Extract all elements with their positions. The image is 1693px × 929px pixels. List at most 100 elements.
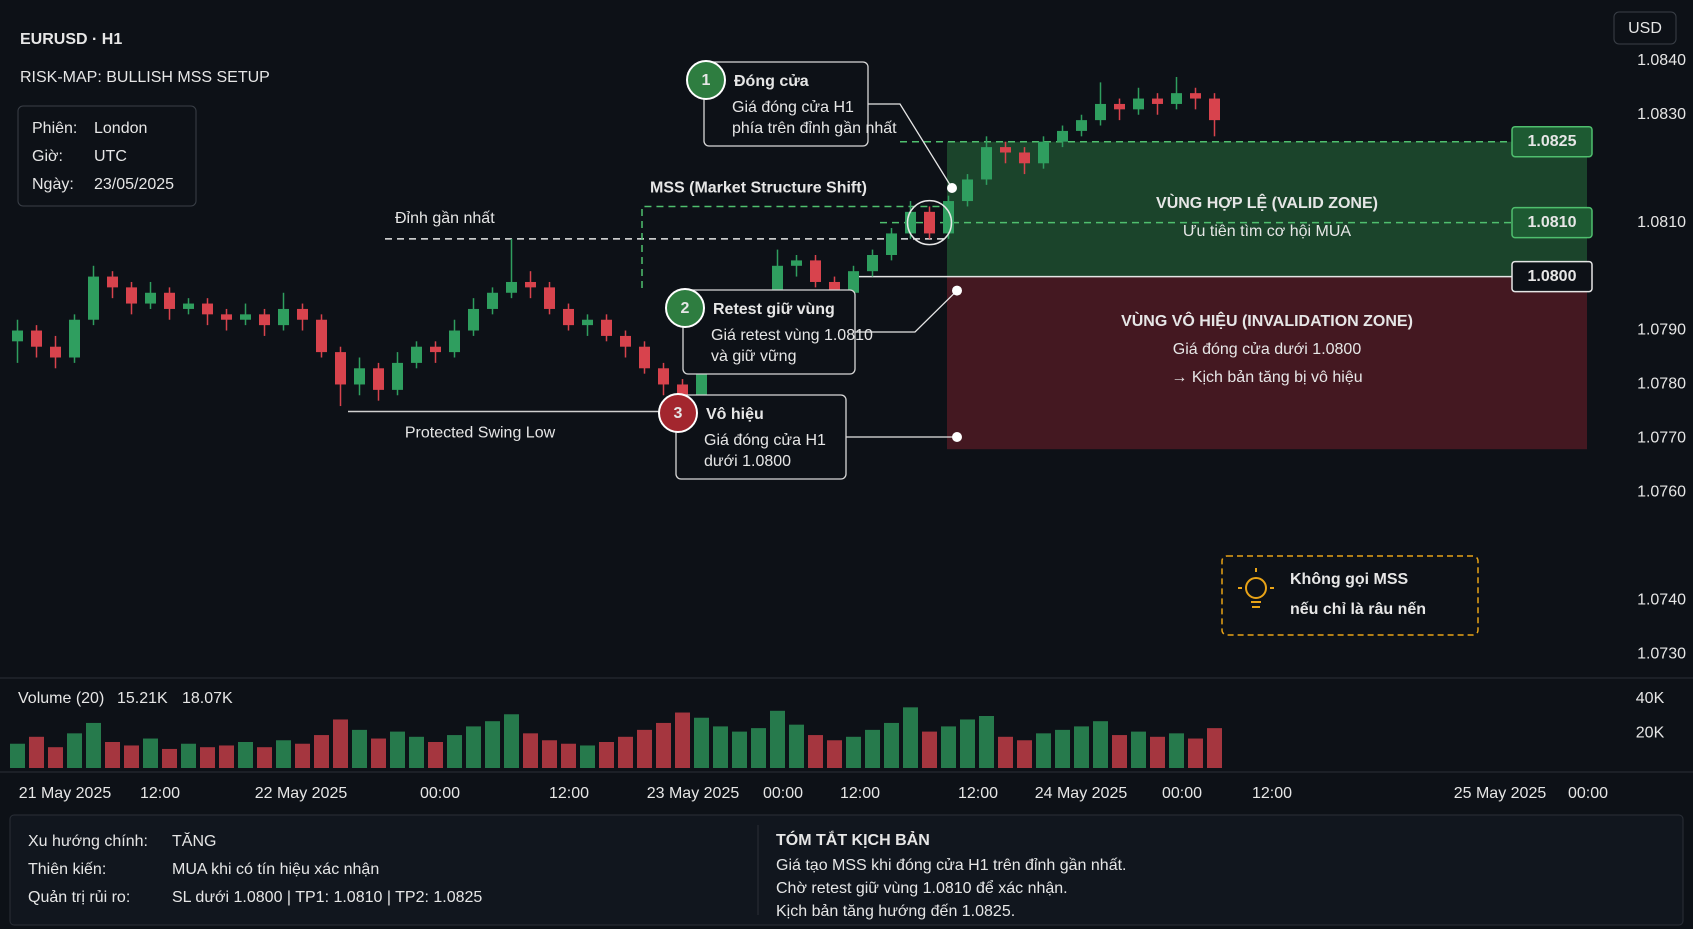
- callout-text: phía trên đỉnh gần nhất: [732, 120, 897, 137]
- callout-pointer: [855, 290, 958, 333]
- summary-value: MUA khi có tín hiệu xác nhận: [172, 861, 379, 878]
- candle-body: [1171, 93, 1182, 104]
- callout-dot: [952, 285, 962, 296]
- x-tick-label: 12:00: [958, 785, 998, 802]
- candle-body: [1209, 98, 1220, 121]
- title: EURUSD · H1: [20, 31, 122, 48]
- callout-box: [675, 394, 847, 480]
- candle-body: [1114, 103, 1125, 110]
- volume-bar: [504, 714, 519, 768]
- candle-body: [126, 287, 137, 304]
- currency-box: [1613, 11, 1677, 45]
- candle-body: [867, 255, 878, 272]
- summary-text: Kịch bản tăng hướng đến 1.0825.: [776, 903, 1015, 920]
- x-tick-label: 22 May 2025: [255, 785, 348, 802]
- candle-body: [430, 346, 441, 353]
- x-tick-label: 00:00: [1162, 785, 1202, 802]
- candle-body: [487, 292, 498, 309]
- y-tick-label: 1.0740: [1637, 591, 1686, 608]
- volume-bar: [580, 745, 595, 768]
- candle-body: [449, 330, 460, 353]
- volume-bar: [770, 710, 785, 768]
- callout-pointer: [868, 103, 953, 189]
- candle-body: [12, 330, 23, 342]
- volume-bar: [542, 740, 557, 768]
- candle-body: [525, 281, 536, 288]
- info-label: Phiên:: [32, 120, 77, 137]
- candle-body: [791, 260, 802, 266]
- callout-text: và giữ vững: [711, 348, 796, 365]
- candle-body: [620, 335, 631, 347]
- tip-text: Không gọi MSS: [1290, 571, 1409, 588]
- info-value: UTC: [94, 148, 127, 165]
- tip-box: [1221, 555, 1479, 636]
- volume-bar: [675, 712, 690, 768]
- callout-badge: [658, 393, 698, 433]
- volume-bar: [257, 747, 272, 768]
- summary-panel: [9, 814, 1684, 926]
- candle-body: [31, 330, 42, 347]
- candle-body: [240, 314, 251, 320]
- volume-bar: [390, 731, 405, 768]
- volume-bar: [181, 743, 196, 768]
- volume-bar: [314, 735, 329, 768]
- currency: USD: [1628, 20, 1662, 37]
- volume-bar: [1036, 733, 1051, 768]
- callout-box: [703, 61, 869, 147]
- subtitle: RISK-MAP: BULLISH MSS SETUP: [20, 69, 270, 86]
- candle-body: [183, 303, 194, 309]
- candle-body: [981, 147, 992, 180]
- summary-label: Thiên kiến:: [28, 861, 106, 878]
- candle-body: [88, 276, 99, 320]
- info-label: Giờ:: [32, 148, 63, 165]
- volume-bar: [67, 733, 82, 768]
- volume-bar: [219, 745, 234, 768]
- x-tick-label: 12:00: [549, 785, 589, 802]
- volume-stat: 15.21K: [117, 690, 168, 707]
- volume-bar: [998, 736, 1013, 768]
- volume-bar: [713, 726, 728, 768]
- volume-bar: [86, 722, 101, 768]
- volume-bar: [1074, 726, 1089, 768]
- info-value: 23/05/2025: [94, 176, 174, 193]
- callout-title: Retest giữ vùng: [713, 301, 835, 318]
- volume-bar: [1093, 721, 1108, 768]
- y-tick-label: 1.0730: [1637, 645, 1686, 662]
- volume-bar: [371, 738, 386, 768]
- summary-title: TÓM TẮT KỊCH BẢN: [776, 830, 930, 849]
- zone-title: VÙNG VÔ HIỆU (INVALIDATION ZONE): [1121, 311, 1413, 330]
- candle-body: [202, 303, 213, 315]
- volume-bar: [447, 735, 462, 768]
- info-value: London: [94, 120, 147, 137]
- volume-bar: [1112, 735, 1127, 768]
- volume-bar: [352, 729, 367, 768]
- callout-number: 2: [681, 300, 690, 317]
- x-tick-label: 12:00: [1252, 785, 1292, 802]
- y-tick-label: 1.0780: [1637, 376, 1686, 393]
- callout-text: Giá đóng cửa H1: [704, 432, 826, 449]
- volume-bar: [333, 719, 348, 768]
- candle-body: [601, 319, 612, 336]
- candle-body: [107, 276, 118, 288]
- volume-bar: [29, 736, 44, 768]
- volume-bar: [1017, 740, 1032, 768]
- volume-bar: [409, 736, 424, 768]
- volume-bar: [124, 745, 139, 768]
- x-tick-label: 12:00: [840, 785, 880, 802]
- candle-body: [411, 346, 422, 363]
- candle-body: [810, 260, 821, 282]
- candle-body: [582, 319, 593, 326]
- volume-bar: [1150, 736, 1165, 768]
- volume-bar: [1169, 733, 1184, 768]
- x-tick-label: 00:00: [1568, 785, 1608, 802]
- swing-low-label: Protected Swing Low: [405, 425, 556, 442]
- candle-body: [848, 271, 859, 293]
- volume-bar: [523, 733, 538, 768]
- callout-number: 1: [702, 72, 711, 89]
- x-tick-label: 12:00: [140, 785, 180, 802]
- candle-body: [1152, 98, 1163, 104]
- x-tick-label: 00:00: [763, 785, 803, 802]
- mss-line: [641, 205, 945, 288]
- callout-text: Giá retest vùng 1.0810: [711, 327, 873, 344]
- candle-body: [506, 281, 517, 293]
